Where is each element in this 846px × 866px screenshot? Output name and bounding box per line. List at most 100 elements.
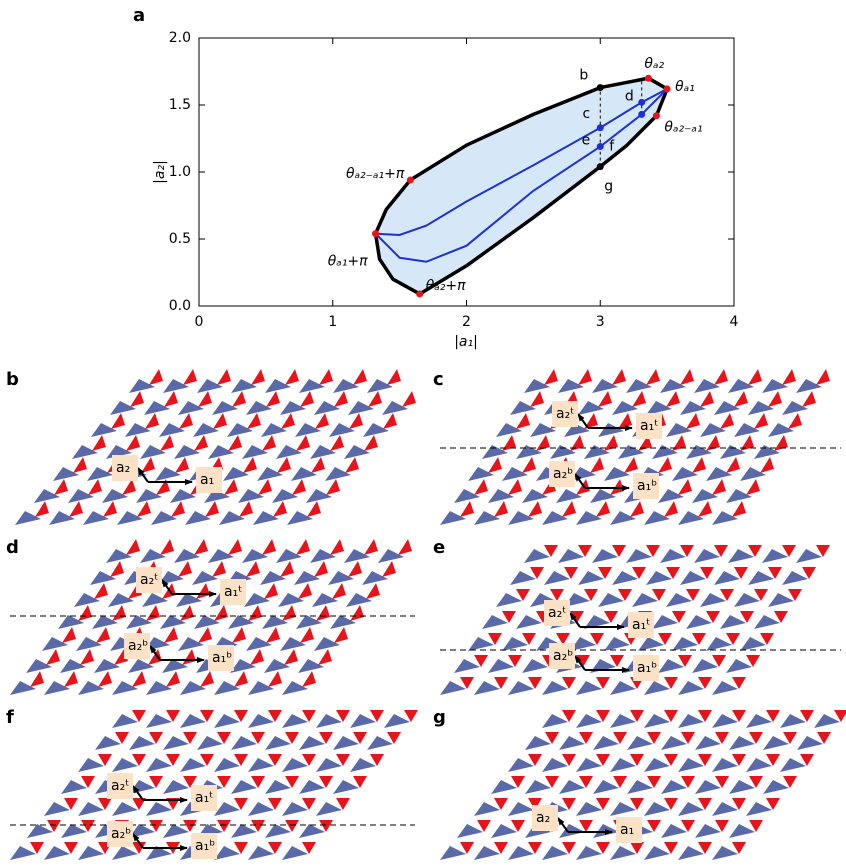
- lattice-blue-triangle: [344, 549, 370, 563]
- lattice-blue-triangle: [678, 714, 704, 728]
- lattice-blue-triangle: [694, 549, 720, 563]
- lattice-blue-triangle: [661, 736, 687, 750]
- lattice-blue-triangle: [346, 593, 372, 607]
- lattice-blue-triangle: [299, 824, 325, 838]
- lattice-blue-triangle: [686, 615, 712, 629]
- lattice-blue-triangle: [440, 846, 466, 860]
- x-axis-label: |a₁|: [454, 334, 478, 350]
- lattice-blue-triangle: [174, 445, 200, 459]
- point: [638, 111, 645, 118]
- lattice-blue-triangle: [60, 659, 86, 673]
- lattice-blue-triangle: [652, 445, 678, 459]
- lattice-blue-triangle: [280, 637, 306, 651]
- lattice-blue-triangle: [728, 549, 754, 563]
- lattice-blue-triangle: [666, 593, 692, 607]
- lattice-blue-triangle: [53, 467, 79, 481]
- lattice-red-triangle: [383, 413, 397, 429]
- lattice-blue-triangle: [524, 549, 550, 563]
- lattice-red-triangle: [712, 479, 726, 495]
- lattice-blue-triangle: [712, 714, 738, 728]
- lattice-red-triangle: [80, 649, 94, 665]
- lattice-blue-triangle: [83, 511, 109, 525]
- lattice-blue-triangle: [496, 593, 522, 607]
- lattice-red-triangle: [678, 479, 692, 495]
- lattice-red-triangle: [292, 479, 306, 495]
- lattice-red-triangle: [171, 501, 185, 517]
- lattice-blue-triangle: [508, 846, 534, 860]
- lattice-blue-triangle: [660, 549, 686, 563]
- lattice-blue-triangle: [244, 593, 270, 607]
- lattice-red-triangle: [182, 649, 196, 665]
- lattice-blue-triangle: [542, 846, 568, 860]
- lattice-blue-triangle: [180, 681, 206, 695]
- lattice-blue-triangle: [612, 401, 638, 415]
- lattice-blue-triangle: [593, 736, 619, 750]
- lattice-red-triangle: [348, 561, 362, 577]
- point-label: b: [579, 68, 588, 84]
- lattice-blue-triangle: [678, 511, 704, 525]
- lattice-red-triangle: [35, 501, 49, 517]
- vector-a2: [558, 818, 568, 832]
- panel-label: g: [433, 707, 446, 728]
- lattice-blue-triangle: [333, 736, 359, 750]
- lattice-red-triangle: [658, 457, 672, 473]
- lattice-blue-triangle: [248, 714, 274, 728]
- lattice-blue-triangle: [610, 714, 636, 728]
- y-tick-label: 2.0: [169, 30, 191, 46]
- lattice-blue-triangle: [110, 401, 136, 415]
- lattice-blue-triangle: [126, 615, 152, 629]
- lattice-blue-triangle: [496, 423, 522, 437]
- lattice-blue-triangle: [282, 681, 308, 695]
- lattice-blue-triangle: [694, 379, 720, 393]
- lattice-blue-triangle: [261, 423, 287, 437]
- lattice-red-triangle: [122, 479, 136, 495]
- lattice-blue-triangle: [329, 423, 355, 437]
- lattice-blue-triangle: [468, 467, 494, 481]
- lattice-red-triangle: [228, 435, 242, 451]
- point-label: θₐ₂₋ₐ₁: [664, 120, 702, 136]
- vector-label: a₁ᵗ: [195, 790, 213, 806]
- lattice-red-triangle: [183, 369, 197, 385]
- lattice-blue-triangle: [754, 445, 780, 459]
- lattice-blue-triangle: [214, 802, 240, 816]
- point: [664, 85, 671, 92]
- point-label: θₐ₁: [675, 79, 695, 95]
- lattice-blue-triangle: [627, 780, 653, 794]
- lattice-red-triangle: [282, 605, 296, 621]
- vector-label: a₁ᵗ: [640, 418, 658, 434]
- lattice-blue-triangle: [763, 780, 789, 794]
- point-label: c: [583, 106, 591, 122]
- vector-label: a₁: [620, 822, 634, 838]
- lattice-red-triangle: [366, 583, 380, 599]
- lattice-blue-triangle: [508, 681, 534, 695]
- lattice-blue-triangle: [178, 401, 204, 415]
- lattice-blue-triangle: [592, 549, 618, 563]
- lattice-blue-triangle: [246, 637, 272, 651]
- lattice-red-triangle: [768, 391, 782, 407]
- lattice-red-triangle: [624, 457, 638, 473]
- lattice-blue-triangle: [178, 637, 204, 651]
- lattice-blue-triangle: [378, 549, 404, 563]
- y-tick-label: 0.0: [169, 298, 191, 314]
- lattice-blue-triangle: [502, 637, 528, 651]
- lattice-blue-triangle: [768, 423, 794, 437]
- lattice-blue-triangle: [112, 681, 138, 695]
- lattice-red-triangle: [618, 413, 632, 429]
- lattice-blue-triangle: [242, 445, 268, 459]
- lattice-blue-triangle: [316, 714, 342, 728]
- lattice-red-triangle: [179, 413, 193, 429]
- lattice-red-triangle: [130, 391, 144, 407]
- point-label: θₐ₂₋ₐ₁+π: [346, 166, 405, 182]
- lattice-blue-triangle: [658, 489, 684, 503]
- lattice-blue-triangle: [584, 445, 610, 459]
- lattice-red-triangle: [802, 391, 816, 407]
- lattice-blue-triangle: [661, 824, 687, 838]
- lattice-red-triangle: [316, 605, 330, 621]
- lattice-blue-triangle: [491, 780, 517, 794]
- lattice-blue-triangle: [192, 571, 218, 585]
- lattice-blue-triangle: [312, 593, 338, 607]
- lattice-blue-triangle: [163, 736, 189, 750]
- lattice-red-triangle: [302, 671, 316, 687]
- lattice-blue-triangle: [367, 736, 393, 750]
- lattice-red-triangle: [536, 435, 550, 451]
